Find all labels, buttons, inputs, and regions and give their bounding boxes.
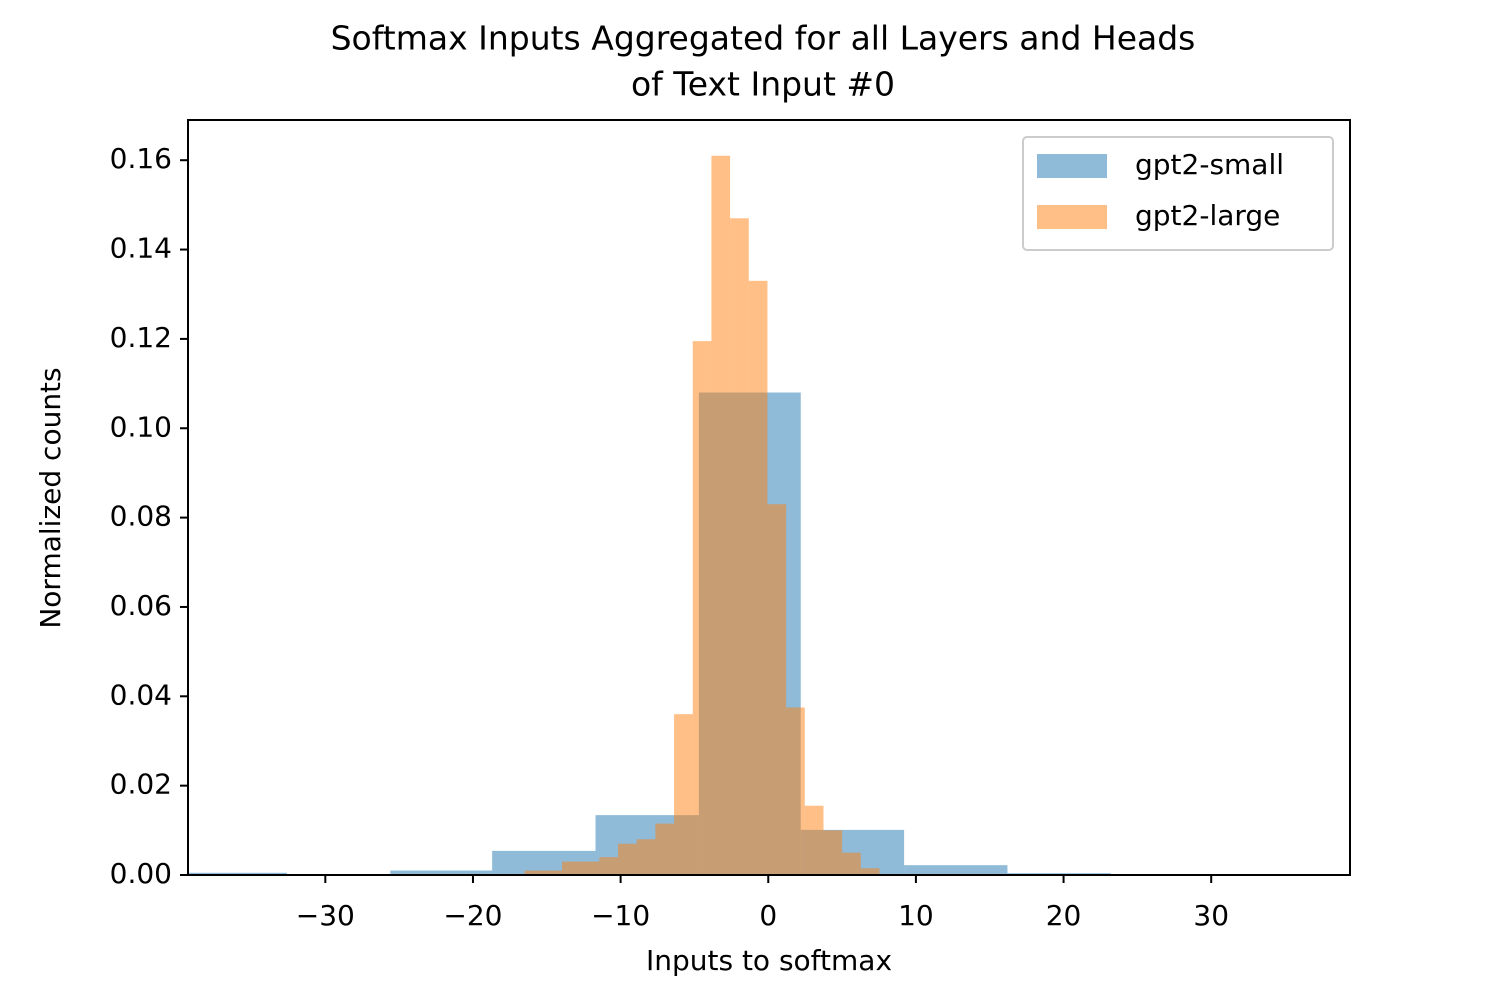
bar [580,861,600,875]
bar [655,823,675,875]
y-tick-label: 0.08 [110,500,172,533]
bar [823,830,843,875]
bar [674,714,693,875]
x-axis-label: Inputs to softmax [646,944,892,977]
legend-swatch [1037,205,1107,229]
bar [561,861,581,875]
y-tick-label: 0.04 [110,678,172,711]
bar [748,280,768,875]
y-tick-label: 0.00 [110,857,172,890]
chart-title: of Text Input #0 [631,65,895,104]
x-tick-label: 20 [1046,899,1082,932]
x-tick-label: 30 [1193,899,1229,932]
y-tick-label: 0.16 [110,142,172,175]
bar [390,870,493,875]
legend-swatch [1037,154,1107,178]
y-tick-label: 0.10 [110,410,172,443]
y-axis-label: Normalized counts [34,367,67,628]
bar [636,839,656,875]
x-tick-label: 0 [759,899,777,932]
bar [804,805,824,875]
x-tick-label: −30 [296,899,355,932]
y-tick-label: 0.06 [110,589,172,622]
bar [711,155,731,875]
x-tick-label: −10 [591,899,650,932]
x-tick-label: −20 [443,899,502,932]
bar [730,218,749,875]
bar [842,852,861,875]
bar [767,504,787,875]
bar [692,341,712,875]
y-tick-label: 0.12 [110,321,172,354]
bar [543,870,562,875]
legend-label: gpt2-large [1135,199,1280,232]
x-tick-label: 10 [898,899,934,932]
legend-label: gpt2-small [1135,148,1284,181]
chart-title: Softmax Inputs Aggregated for all Layers… [331,19,1196,58]
y-tick-label: 0.02 [110,768,172,801]
bar [524,870,544,875]
bar [618,843,637,875]
bar [860,868,880,875]
bar [786,707,805,875]
bar [904,865,1008,875]
y-tick-label: 0.14 [110,232,172,265]
bar [188,872,287,875]
bar [599,857,619,875]
